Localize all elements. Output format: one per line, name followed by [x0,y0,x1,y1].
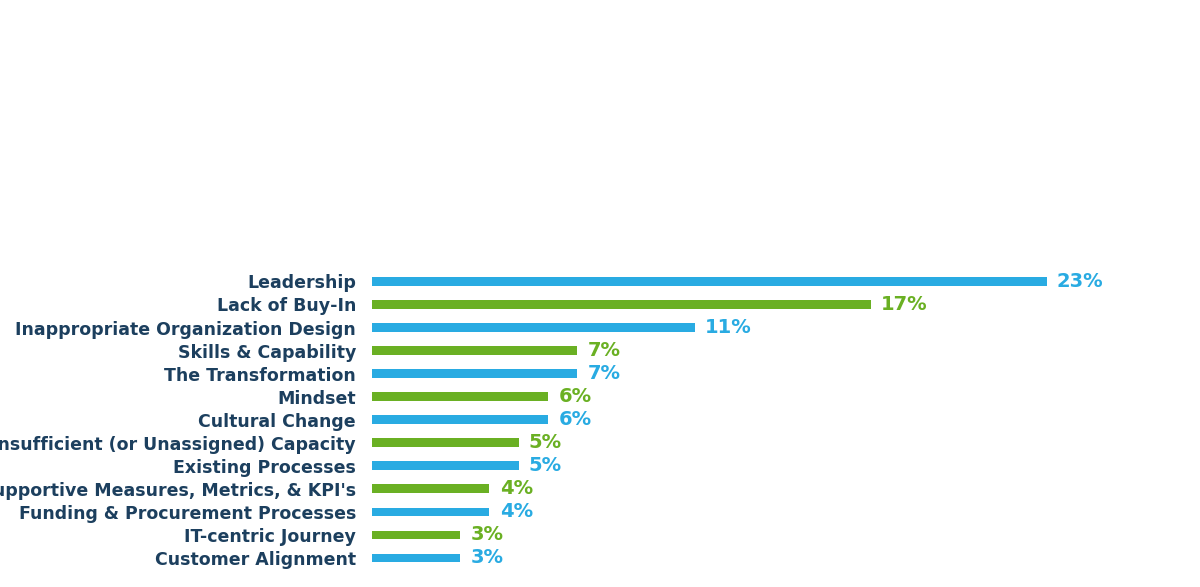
Text: 6%: 6% [558,410,592,429]
Bar [372,438,518,447]
Bar [372,369,577,378]
Text: 6%: 6% [558,387,592,406]
Bar [372,416,548,424]
Text: 4%: 4% [499,480,533,498]
Bar [372,508,490,516]
Text: 5%: 5% [529,433,562,452]
Text: 7%: 7% [588,341,620,360]
Text: 5%: 5% [529,456,562,475]
Text: 7%: 7% [588,364,620,383]
Bar [372,554,460,562]
Bar [372,300,871,309]
Bar [372,531,460,539]
Bar [372,346,577,355]
Bar [372,461,518,470]
Text: 3%: 3% [470,548,503,568]
Text: 23%: 23% [1057,272,1104,291]
Text: 4%: 4% [499,502,533,521]
Bar [372,323,695,332]
Text: 17%: 17% [881,295,928,314]
Bar [372,484,490,493]
Bar [372,392,548,401]
Text: 3%: 3% [470,525,503,544]
Text: 11%: 11% [704,318,751,337]
Bar [372,277,1046,286]
